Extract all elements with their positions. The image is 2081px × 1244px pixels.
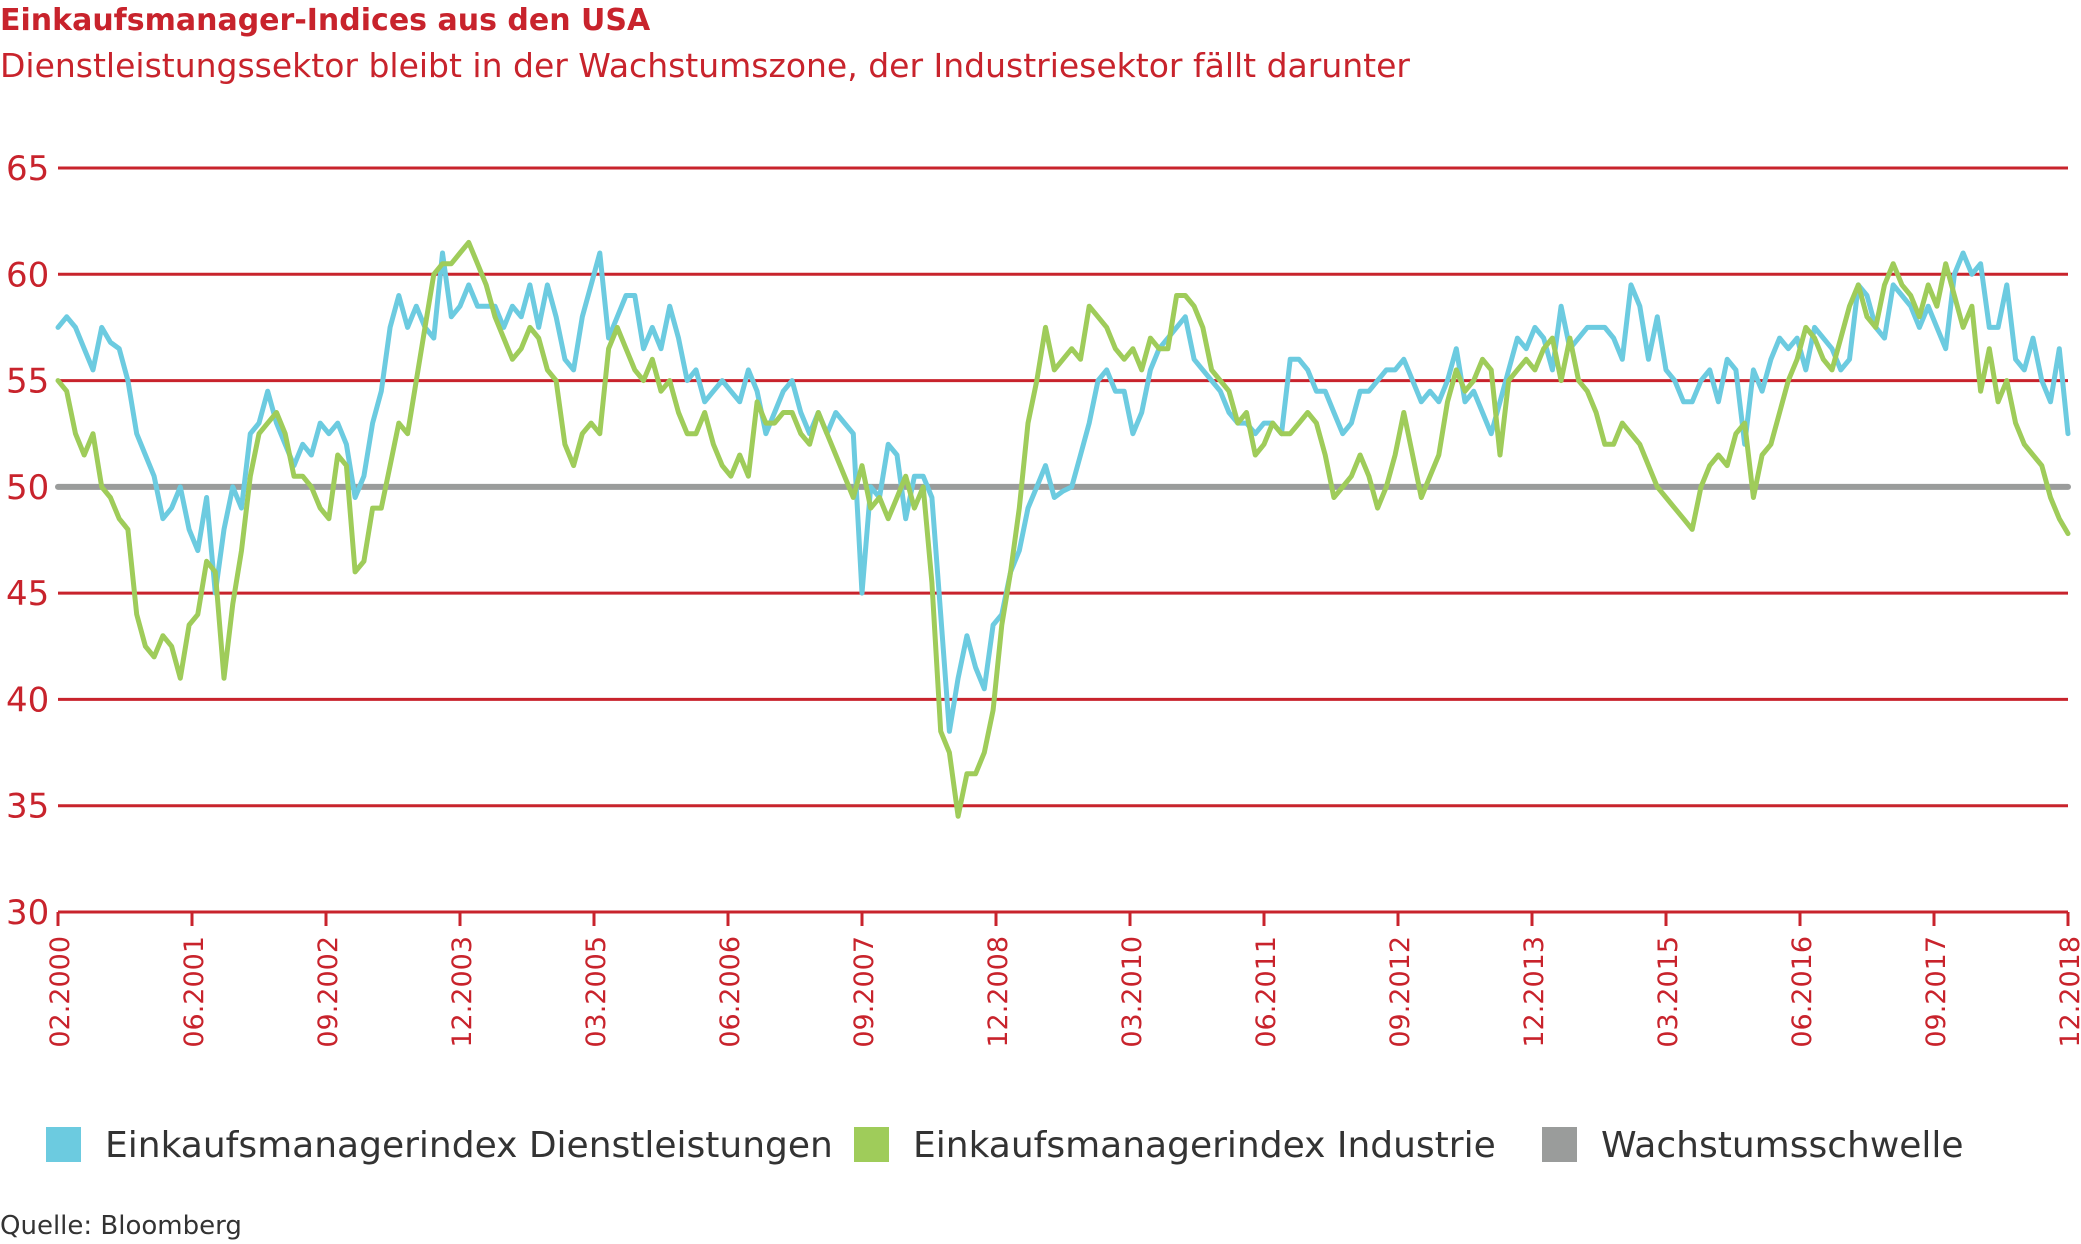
legend-label: Einkaufsmanagerindex Dienstleistungen — [105, 1125, 833, 1166]
y-tick-label: 45 — [6, 574, 49, 614]
x-tick-label: 06.2001 — [179, 936, 210, 1048]
legend: Einkaufsmanagerindex Dienstleistungen Ein… — [46, 1125, 1964, 1166]
legend-swatch — [1542, 1127, 1577, 1162]
x-tick-label: 09.2017 — [1921, 936, 1952, 1048]
y-tick-label: 50 — [6, 468, 49, 508]
x-tick-label: 03.2010 — [1117, 936, 1148, 1048]
legend-item: Einkaufsmanagerindex Industrie — [854, 1125, 1496, 1166]
x-tick-label: 06.2011 — [1251, 936, 1282, 1048]
legend-item: Wachstumsschwelle — [1542, 1125, 1964, 1166]
y-tick-label: 60 — [6, 255, 49, 295]
x-tick-label: 09.2002 — [313, 936, 344, 1048]
y-tick-label: 30 — [6, 893, 49, 933]
series — [55, 239, 2071, 819]
x-tick-label: 12.2008 — [983, 936, 1014, 1048]
x-tick-label: 06.2016 — [1787, 936, 1818, 1048]
x-tick-label: 12.2018 — [2055, 936, 2081, 1048]
legend-item: Einkaufsmanagerindex Dienstleistungen — [46, 1125, 833, 1166]
x-tick-label: 12.2003 — [447, 936, 478, 1048]
x-tick-label: 03.2015 — [1653, 936, 1684, 1048]
x-tick-label: 06.2006 — [715, 936, 746, 1048]
legend-label: Einkaufsmanagerindex Industrie — [913, 1125, 1496, 1166]
chart-title: Einkaufsmanager-Indices aus den USA — [0, 3, 651, 38]
y-tick-label: 35 — [6, 787, 49, 827]
legend-swatch — [46, 1127, 81, 1162]
series-line-dienstleistungen — [55, 250, 2071, 734]
series-line-industrie — [55, 239, 2071, 819]
chart-subtitle: Dienstleistungssektor bleibt in der Wach… — [0, 46, 1410, 85]
legend-label: Wachstumsschwelle — [1601, 1125, 1964, 1166]
x-tick-label: 09.2007 — [849, 936, 880, 1048]
y-tick-label: 65 — [6, 149, 49, 189]
x-tick-label: 02.2000 — [45, 936, 76, 1048]
x-tick-label: 09.2012 — [1385, 936, 1416, 1048]
grid: 30 35 40 45 50 55 60 65 — [6, 149, 2068, 933]
y-tick-label: 55 — [6, 362, 49, 402]
legend-swatch — [854, 1127, 889, 1162]
x-tick-label: 12.2013 — [1519, 936, 1550, 1048]
y-tick-label: 40 — [6, 680, 49, 720]
x-axis: 02.2000 06.2001 09.2002 12.2003 03.2005 06.20… — [45, 912, 2081, 1048]
source-note: Quelle: Bloomberg — [0, 1211, 242, 1241]
x-tick-label: 03.2005 — [581, 936, 612, 1048]
